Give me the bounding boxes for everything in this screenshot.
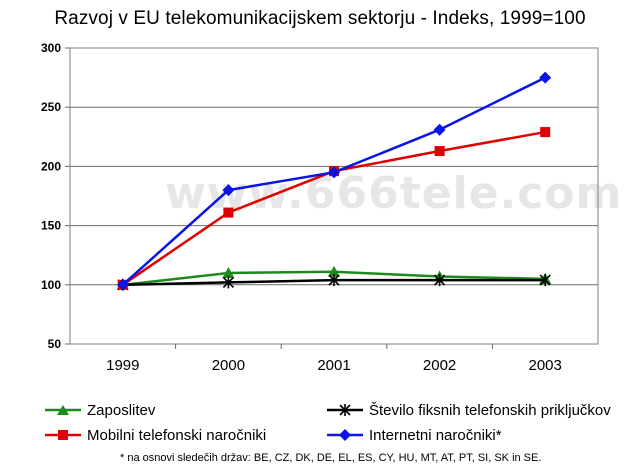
legend-swatch-internetni bbox=[327, 429, 363, 441]
legend-item-zaposlitev: Zaposlitev bbox=[45, 400, 155, 420]
series bbox=[116, 71, 552, 291]
footnote: * na osnovi sledečih držav: BE, CZ, DK, … bbox=[120, 452, 542, 464]
series-3 bbox=[116, 71, 552, 291]
legend-label-mobilni: Mobilni telefonski naročniki bbox=[87, 426, 267, 444]
y-tick-label: 200 bbox=[41, 159, 61, 173]
y-tick-label: 150 bbox=[41, 219, 61, 233]
data-point bbox=[434, 274, 446, 287]
y-tick-label: 250 bbox=[41, 100, 61, 114]
x-tick-label: 2003 bbox=[529, 357, 562, 374]
data-point bbox=[328, 166, 340, 179]
x-tick-label: 1999 bbox=[106, 357, 139, 374]
grid-lines bbox=[70, 106, 598, 286]
y-tick-label: 100 bbox=[41, 278, 61, 292]
legend-item-fiksni: Število fiksnih telefonskih priključkov bbox=[327, 400, 611, 420]
series-line bbox=[121, 76, 546, 286]
data-point bbox=[540, 127, 551, 138]
data-point bbox=[539, 71, 552, 84]
legend-label-zaposlitev: Zaposlitev bbox=[87, 401, 156, 419]
legend-item-internetni: Internetni naročniki* bbox=[327, 425, 502, 445]
legend-swatch-fiksni bbox=[327, 404, 363, 416]
y-tick-label: 50 bbox=[48, 337, 62, 351]
data-point bbox=[116, 278, 129, 291]
data-point bbox=[223, 207, 234, 218]
axes: 50 100 150 200 250 300 1999 2000 2001 2002 2003 bbox=[41, 41, 562, 374]
data-point bbox=[434, 146, 445, 157]
data-point bbox=[222, 276, 234, 289]
legend-swatch-zaposlitev bbox=[45, 405, 81, 415]
legend-item-mobilni: Mobilni telefonski naročniki bbox=[45, 425, 266, 445]
x-tick-label: 2001 bbox=[317, 357, 350, 374]
watermark: www.666tele.com bbox=[165, 168, 623, 219]
chart-title: Razvoj v EU telekomunikacijskem sektorju… bbox=[54, 8, 586, 29]
series-2 bbox=[117, 127, 551, 290]
y-tick-label: 300 bbox=[41, 41, 61, 55]
data-point bbox=[433, 123, 446, 136]
plot-area bbox=[69, 47, 599, 345]
data-point bbox=[222, 184, 235, 197]
series-line bbox=[122, 130, 546, 286]
data-point bbox=[539, 274, 551, 287]
data-point bbox=[222, 266, 235, 278]
x-tick-label: 2002 bbox=[423, 357, 456, 374]
legend-label-internetni: Internetni naročniki* bbox=[369, 426, 502, 444]
data-point bbox=[328, 274, 340, 287]
x-tick-label: 2000 bbox=[212, 357, 245, 374]
legend-swatch-mobilni bbox=[45, 430, 81, 440]
data-point bbox=[328, 265, 340, 277]
legend-label-fiksni: Število fiksnih telefonskih priključkov bbox=[369, 401, 611, 419]
